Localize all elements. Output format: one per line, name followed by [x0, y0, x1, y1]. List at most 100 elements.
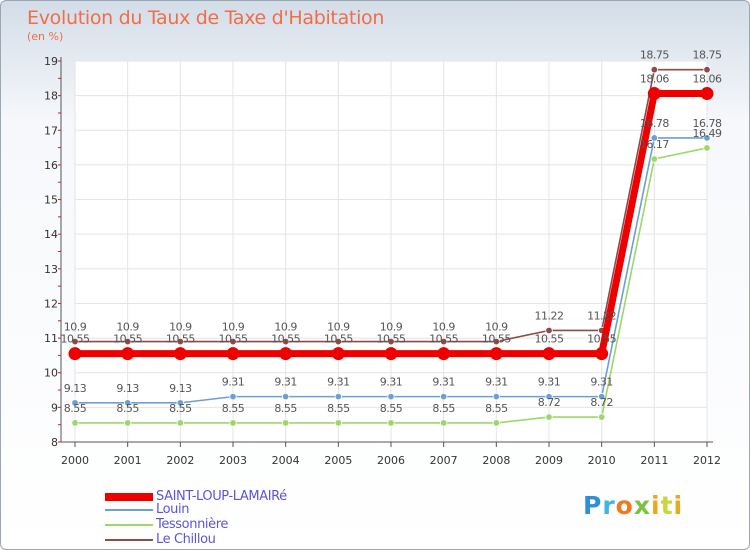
logo-letter: x: [633, 491, 651, 520]
legend-swatch: [105, 509, 153, 511]
data-label: 10.55: [219, 333, 248, 346]
data-label: 8.55: [485, 402, 508, 415]
data-label: 9.31: [538, 376, 561, 389]
data-point: [121, 347, 135, 361]
data-label: 16.17: [640, 138, 669, 151]
x-tick-label: 2003: [219, 454, 247, 467]
data-label: 10.9: [222, 321, 245, 334]
data-label: 10.55: [113, 333, 142, 346]
data-point: [703, 65, 711, 74]
data-point: [281, 392, 290, 401]
data-label: 9.31: [380, 376, 403, 389]
legend-swatch: [105, 539, 153, 541]
data-point: [68, 347, 82, 361]
data-label: 9.13: [169, 382, 192, 395]
data-label: 10.55: [429, 333, 458, 346]
legend-label: Tessonnière: [156, 517, 228, 532]
data-label: 9.13: [64, 382, 87, 395]
x-tick-label: 2008: [482, 454, 510, 467]
proxiti-logo: Proxiti: [583, 491, 683, 520]
data-point: [597, 392, 606, 401]
data-point: [647, 87, 661, 101]
y-tick-label: 16: [44, 159, 58, 172]
y-tick-label: 17: [44, 124, 58, 137]
data-point: [703, 144, 711, 152]
data-point: [545, 413, 553, 421]
data-point: [439, 419, 448, 427]
data-point: [123, 399, 132, 407]
y-tick-label: 8: [51, 436, 58, 449]
legend-label: Louin: [156, 502, 190, 517]
data-label: 8.55: [327, 402, 350, 415]
data-point: [176, 337, 185, 346]
data-point: [226, 347, 240, 361]
data-point: [123, 419, 132, 427]
x-tick-label: 2007: [430, 454, 458, 467]
data-point: [439, 337, 448, 346]
data-label: 9.31: [485, 376, 508, 389]
x-tick-label: 2002: [166, 454, 194, 467]
logo-letter: o: [615, 491, 634, 520]
x-tick-label: 2009: [535, 454, 563, 467]
data-label: 10.9: [169, 321, 192, 334]
logo-letter: P: [583, 491, 603, 520]
data-label: 8.55: [274, 402, 297, 415]
legend-swatch: [105, 493, 153, 501]
data-label: 10.55: [324, 333, 353, 346]
data-point: [71, 337, 79, 346]
data-label: 10.55: [61, 333, 90, 346]
legend-label: Le Chillou: [156, 532, 216, 547]
data-label: 16.78: [693, 117, 722, 130]
data-label: 10.9: [380, 321, 403, 334]
data-point: [331, 347, 345, 361]
data-label: 18.75: [693, 49, 722, 62]
data-label: 10.55: [587, 333, 616, 346]
data-label: 10.9: [432, 321, 455, 334]
data-label: 9.31: [274, 376, 297, 389]
y-tick-label: 13: [44, 263, 58, 276]
legend-swatch: [105, 524, 153, 526]
data-label: 10.55: [535, 333, 564, 346]
y-tick-label: 15: [44, 194, 58, 207]
x-tick-label: 2005: [324, 454, 352, 467]
legend-label: SAINT-LOUP-LAMAIRé: [156, 489, 287, 504]
data-point: [597, 413, 606, 421]
data-label: 18.75: [640, 49, 669, 62]
data-label: 10.9: [327, 321, 350, 334]
data-point: [173, 347, 187, 361]
logo-letter: i: [673, 491, 684, 520]
data-label: 11.22: [535, 309, 564, 322]
data-label: 8.55: [169, 402, 192, 415]
data-label: 9.31: [432, 376, 455, 389]
chart-title: Evolution du Taux de Taxe d'Habitation: [27, 7, 385, 29]
data-label: 18.06: [640, 73, 669, 86]
x-tick-label: 2006: [377, 454, 405, 467]
data-point: [387, 392, 395, 401]
y-tick-label: 18: [44, 90, 58, 103]
data-point: [334, 419, 343, 427]
data-point: [545, 392, 553, 401]
data-label: 9.31: [327, 376, 350, 389]
data-label: 8.55: [116, 402, 139, 415]
data-point: [492, 337, 501, 346]
data-point: [229, 392, 237, 401]
logo-letter: t: [660, 491, 674, 520]
logo-letter: i: [651, 491, 661, 520]
data-label: 18.06: [693, 73, 722, 86]
chart-unit-label: (en %): [27, 30, 64, 43]
data-point: [700, 87, 714, 101]
data-label: 8.72: [590, 396, 613, 409]
data-point: [387, 337, 395, 346]
y-tick-label: 9: [51, 401, 58, 414]
data-label: 8.72: [538, 396, 561, 409]
data-label: 8.55: [380, 402, 403, 415]
data-label: 10.55: [271, 333, 300, 346]
data-point: [281, 419, 290, 427]
x-tick-label: 2011: [640, 454, 668, 467]
data-label: 9.13: [116, 382, 139, 395]
data-point: [334, 392, 343, 401]
data-point: [439, 392, 448, 401]
y-tick-label: 10: [44, 367, 58, 380]
data-label: 10.55: [482, 333, 511, 346]
